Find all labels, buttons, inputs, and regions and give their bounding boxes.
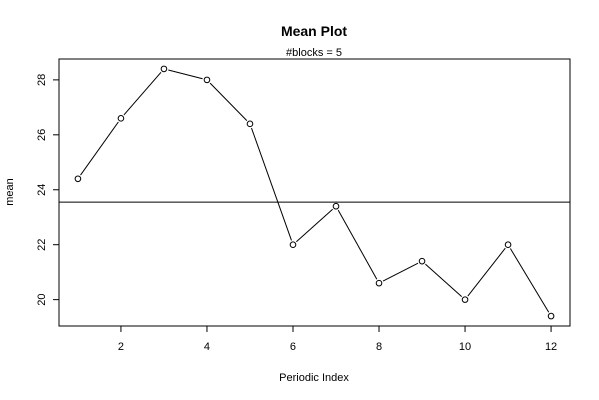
data-point	[289, 241, 297, 248]
data-point	[332, 202, 340, 210]
series-line-segment	[509, 248, 550, 313]
data-point	[203, 76, 211, 84]
series-line-segment	[123, 71, 162, 116]
data-point	[74, 175, 82, 183]
data-point	[418, 257, 426, 265]
data-point	[461, 296, 469, 303]
x-tick-label: 10	[459, 341, 471, 353]
series-line-segment	[80, 121, 119, 176]
series-line-segment	[337, 209, 378, 280]
data-point	[375, 279, 383, 287]
y-tick-label: 28	[36, 74, 48, 86]
series-line-segment	[251, 127, 292, 241]
series-line-segment	[382, 262, 419, 282]
x-tick-label: 8	[376, 341, 382, 353]
series-line-segment	[209, 82, 248, 121]
y-tick-label: 26	[36, 129, 48, 141]
chart-title: Mean Plot	[281, 23, 347, 39]
x-tick-label: 12	[545, 341, 557, 353]
series-line-segment	[168, 69, 203, 80]
data-point	[117, 115, 125, 122]
y-tick-label: 22	[36, 239, 48, 251]
x-tick-label: 6	[290, 341, 296, 353]
y-tick-label: 24	[36, 184, 48, 196]
data-point	[547, 312, 555, 320]
x-tick-label: 4	[204, 341, 210, 353]
y-axis-label: mean	[4, 178, 16, 206]
series-line-segment	[296, 208, 333, 243]
data-point	[246, 120, 254, 128]
data-point	[504, 241, 512, 248]
series-line-segment	[425, 263, 463, 298]
series-line-segment	[467, 247, 506, 297]
chart-subtitle: #blocks = 5	[286, 47, 342, 59]
x-tick-label: 2	[118, 341, 124, 353]
plot-frame	[58, 58, 571, 327]
data-point	[160, 65, 168, 73]
y-tick-label: 20	[36, 294, 48, 306]
x-axis-label: Periodic Index	[279, 372, 349, 384]
